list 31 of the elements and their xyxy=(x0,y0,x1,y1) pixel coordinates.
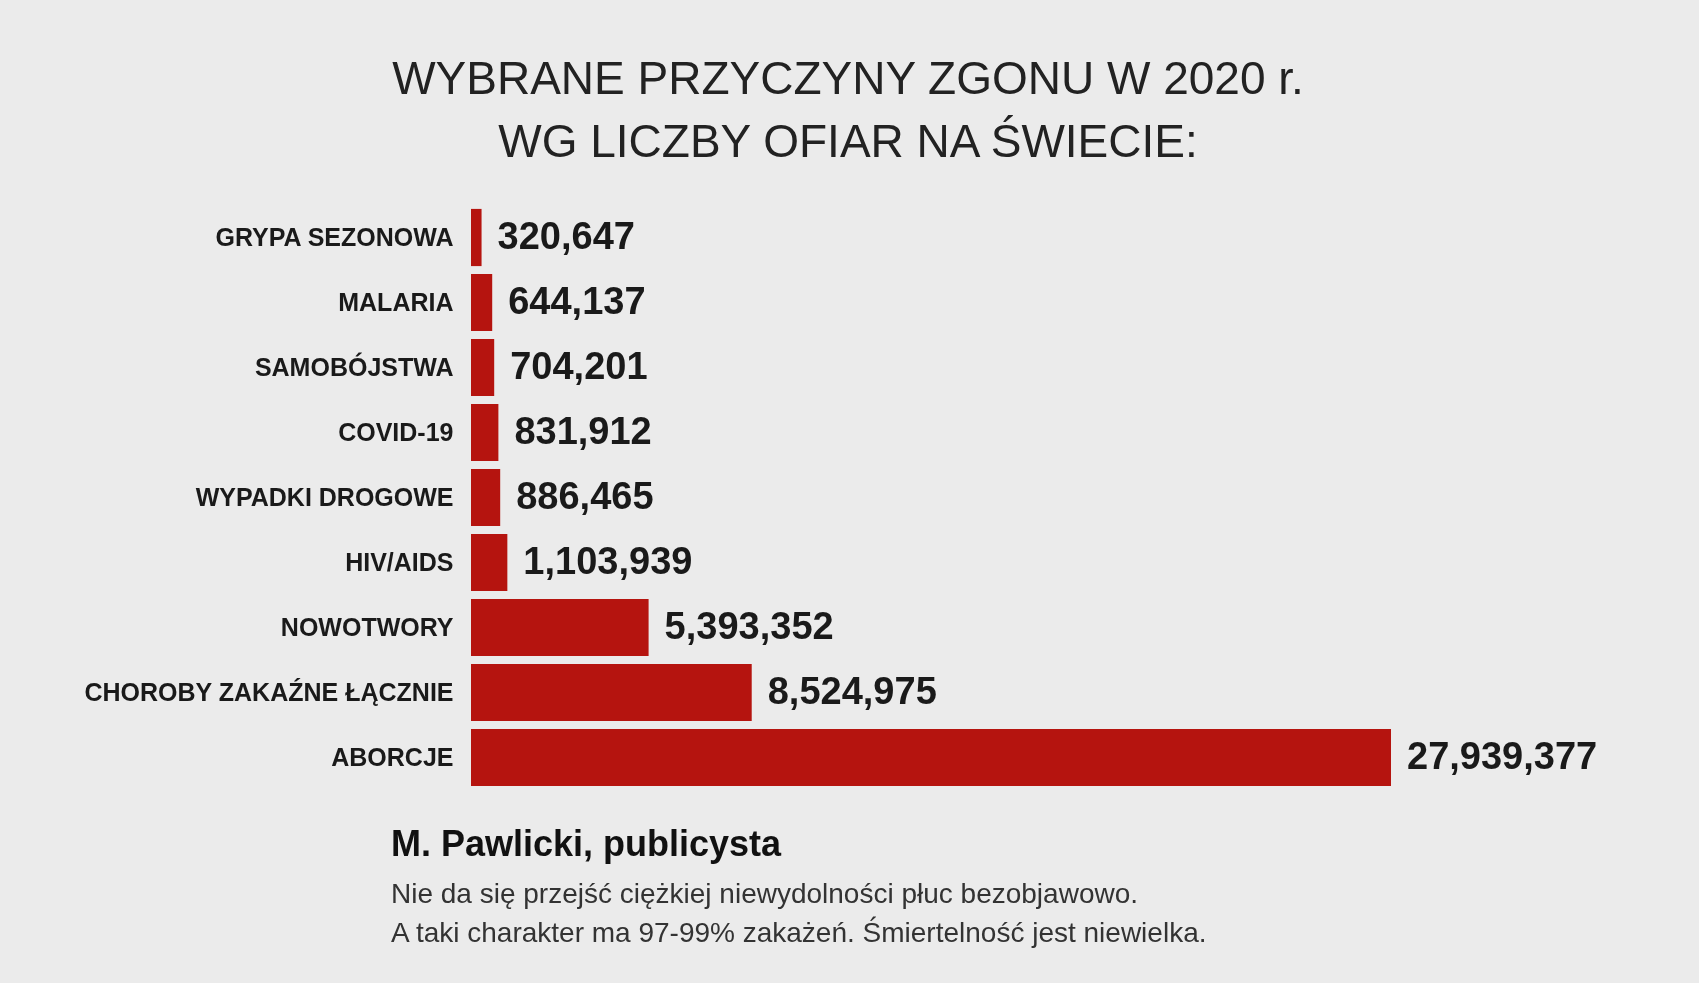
bar xyxy=(471,273,493,332)
data-label: 704,201 xyxy=(510,344,648,387)
y-tick-label: MALARIA xyxy=(338,287,454,316)
data-label: 831,912 xyxy=(514,409,652,452)
bar xyxy=(471,533,508,592)
y-tick-label: NOWOTWORY xyxy=(280,612,454,641)
data-label: 1,103,939 xyxy=(523,539,693,582)
y-tick-label: HIV/AIDS xyxy=(345,547,454,576)
bar xyxy=(471,598,649,657)
data-label: 8,524,975 xyxy=(767,669,937,712)
bar xyxy=(471,403,499,462)
data-label: 644,137 xyxy=(508,279,646,322)
y-tick-label: GRYPA SEZONOWA xyxy=(215,222,454,251)
bar xyxy=(471,728,1391,787)
text: A taki charakter ma 97-99% zakażeń. Śmiertelność jest niewielka. xyxy=(391,916,1207,948)
y-tick-label: SAMOBÓJSTWA xyxy=(254,351,454,381)
text: M. Pawlicki, publicysta xyxy=(391,823,783,864)
y-tick-label: CHOROBY ZAKAŹNE ŁĄCZNIE xyxy=(84,677,454,706)
chart-title: WYBRANE PRZYCZYNY ZGONU W 2020 r. WG LICZBY OFIAR NA ŚWIECIE: xyxy=(392,52,1304,167)
data-label: 886,465 xyxy=(516,474,654,517)
text: Nie da się przejść ciężkiej niewydolności płuc bezobjawowo. xyxy=(391,878,1139,909)
y-tick-label: WYPADKI DROGOWE xyxy=(195,482,454,511)
y-tick-label: COVID-19 xyxy=(338,417,454,446)
data-label: 320,647 xyxy=(497,214,635,257)
bar xyxy=(471,208,482,267)
y-tick-label: ABORCJE xyxy=(331,742,454,771)
bar xyxy=(471,468,501,527)
data-label: 5,393,352 xyxy=(664,604,834,647)
bar xyxy=(471,338,495,397)
data-label: 27,939,377 xyxy=(1407,734,1598,777)
bar xyxy=(471,663,752,722)
